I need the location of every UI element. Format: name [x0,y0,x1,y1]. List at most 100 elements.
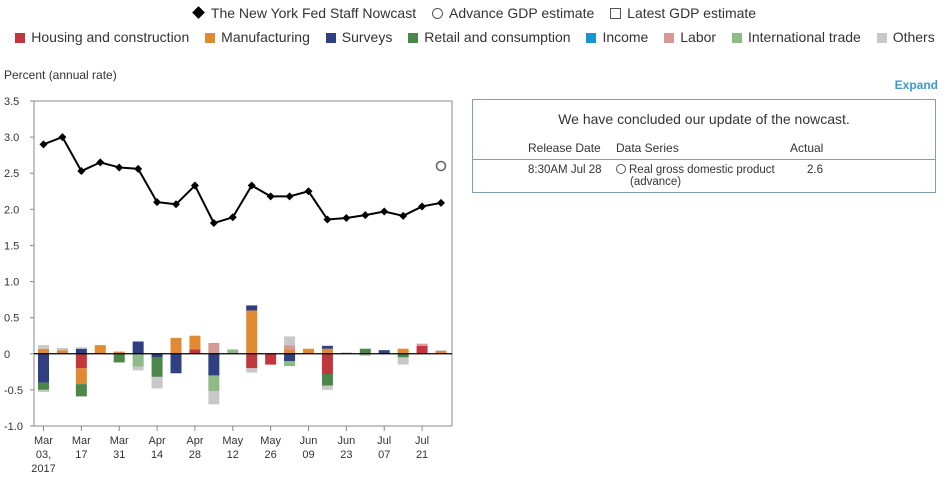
bar-segment [38,348,49,354]
x-tick-label-line: May [222,435,243,447]
y-tick-label: 0 [4,349,10,361]
x-tick-label-line: Mar [34,435,53,447]
bar-segment [75,384,87,397]
legend-label: Latest GDP estimate [627,5,757,22]
bar-segment [416,345,428,354]
y-tick-label: 3.5 [4,96,19,108]
legend-item-latest-gdp[interactable]: Latest GDP estimate [610,5,756,21]
x-tick-label: Jun 09 [300,435,318,461]
header-actual: Actual [790,141,824,155]
nowcast-point [209,219,218,228]
x-tick-label-line: Mar [72,435,91,447]
circle-icon [432,8,443,20]
nowcast-point [172,200,180,209]
x-tick-label-line: 09 [302,449,314,461]
x-tick-label: Jun 23 [337,435,355,461]
x-tick-label-line: Mar [110,435,129,447]
x-tick-label: Apr 28 [186,435,203,461]
bar-segment [378,350,390,354]
expand-link[interactable]: Expand [894,78,938,92]
legend-item-retail[interactable]: Retail and consumption [408,29,571,45]
legend-item-nowcast[interactable]: The New York Fed Staff Nowcast [192,5,416,21]
bar-segment [132,341,144,354]
legend-item-housing[interactable]: Housing and construction [15,29,189,45]
bar-segment [56,348,68,351]
y-tick-label: 0.5 [4,313,19,325]
legend-components: Housing and construction Manufacturing S… [0,28,950,45]
legend-label: International trade [747,29,861,46]
bar-segment [227,349,239,354]
square-icon [610,8,622,20]
bar-segment [416,343,428,346]
bar-segment [170,337,182,354]
nowcast-point [380,207,389,216]
nowcast-point [115,163,124,172]
bar-segment [284,345,296,350]
header-data-series: Data Series [616,141,679,155]
x-tick-label-line: 17 [75,449,87,461]
bar-segment [94,345,106,354]
swatch-icon [325,33,336,44]
bar-segment [38,382,49,390]
bar-segment [265,353,277,365]
bar-segment [189,349,201,354]
panel-header-row: Release Date Data Series Actual [473,141,935,160]
nowcast-point [361,211,370,220]
legend-label: Income [602,29,649,46]
advance-gdp-point [435,160,447,172]
x-tick-label: Mar 17 [72,435,91,461]
nowcast-point [304,187,313,196]
x-tick-label-line: 23 [340,449,352,461]
x-tick-label: May 12 [222,435,243,461]
x-tick-label-line: 12 [227,449,239,461]
circle-icon [616,164,626,174]
release-date-cell: 8:30AM Jul 28 [528,164,602,176]
diamond-icon [192,6,205,20]
plot-frame [33,100,453,427]
x-tick-label: Mar 03, 2017 [31,435,55,475]
y-tick-label: 2.5 [4,168,19,180]
bar-segment [132,366,144,371]
panel-message: We have concluded our update of the nowc… [558,111,850,127]
legend-item-income[interactable]: Income [586,29,648,45]
swatch-icon [876,33,887,44]
legend-item-surveys[interactable]: Surveys [325,29,393,46]
legend-item-others[interactable]: Others [876,29,935,46]
bar-segment [208,353,220,376]
legend-label: Others [892,29,935,46]
bar-segment [303,348,314,354]
bar-segment [246,305,258,311]
swatch-icon [205,33,216,44]
legend-label: Labor [680,29,717,46]
legend-item-advance-gdp[interactable]: Advance GDP estimate [432,5,594,21]
x-tick-label-line: Jun [300,435,318,447]
bar-segment [397,348,409,354]
y-tick-label: 2.0 [4,204,19,216]
legend-item-labor[interactable]: Labor [664,29,716,45]
nowcast-point [58,133,67,142]
bar-segment [56,350,68,354]
y-tick-label: -1.0 [4,421,23,433]
bar-segment [359,353,371,356]
bar-segment [397,357,409,365]
data-series-line2: (advance) [630,176,682,188]
nowcast-point [266,192,275,201]
legend-item-trade[interactable]: International trade [731,29,861,46]
x-tick-label-line: Apr [186,435,203,447]
legend-item-manufacturing[interactable]: Manufacturing [205,29,310,45]
swatch-icon [15,33,26,44]
x-tick-label-line: May [260,435,281,447]
x-tick-label-line: Jul [377,435,391,447]
nowcast-point [153,198,162,207]
bar-segment [397,353,409,358]
y-axis-title: Percent (annual rate) [4,68,117,82]
y-tick-label: -0.5 [4,385,23,397]
bar-segment [435,350,447,351]
bar-segment [113,351,125,354]
bar-segment [75,347,87,349]
swatch-icon [586,33,597,44]
legend-label: Surveys [341,29,393,46]
x-tick-label-line: Jun [337,435,355,447]
swatch-icon [664,33,675,44]
x-tick-label-line: Jul [415,435,429,447]
